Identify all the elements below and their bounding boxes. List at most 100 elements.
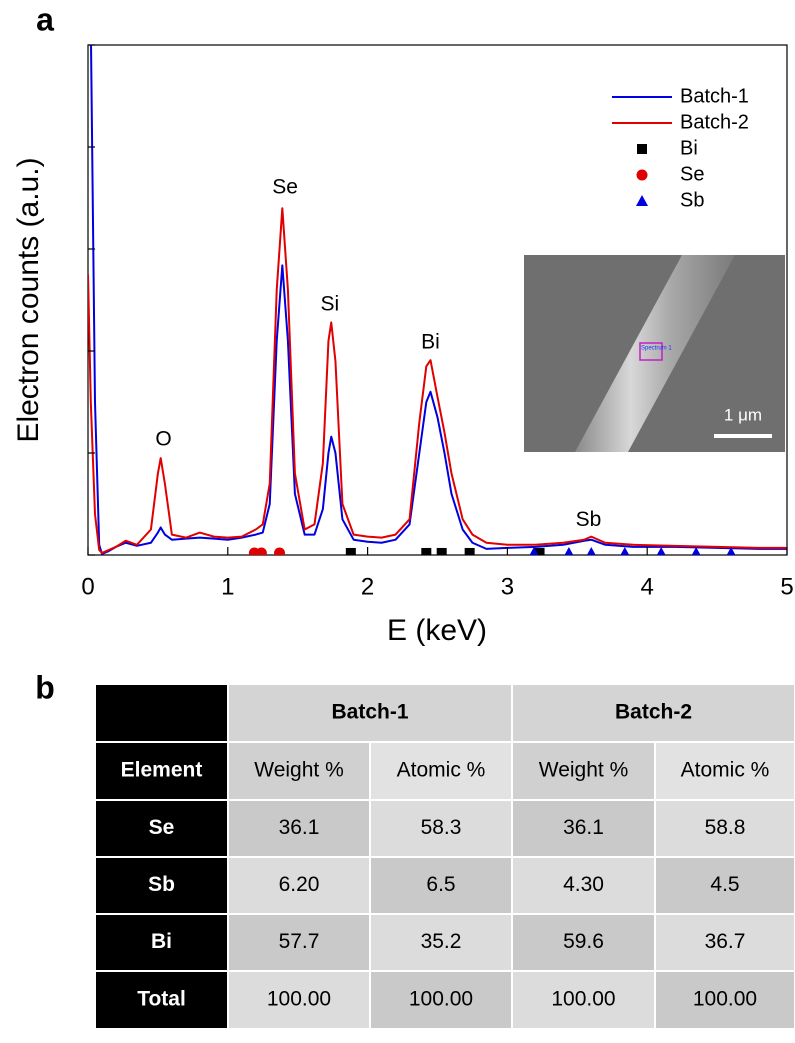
- inset-spectrum-label: Spectrum 1: [641, 346, 672, 352]
- peak-label: Si: [321, 293, 340, 316]
- line-series: [88, 207, 787, 554]
- table-cell: [371, 743, 511, 799]
- table-text: Se: [149, 816, 175, 839]
- table-cell: [513, 685, 794, 741]
- legend-marker: [636, 195, 648, 206]
- table-text: Atomic %: [681, 759, 770, 782]
- marker-triangle: [564, 546, 574, 555]
- table-text: 4.5: [710, 873, 739, 896]
- marker-square: [436, 547, 447, 555]
- table-text: 6.5: [426, 873, 455, 896]
- x-tick-label: 2: [361, 573, 374, 600]
- table-cell: [513, 915, 654, 970]
- marker-triangle: [620, 546, 630, 555]
- legend-label: Se: [680, 163, 704, 185]
- table-text: 100.00: [551, 988, 615, 1011]
- peak-label: Se: [272, 175, 298, 198]
- table-text: Element: [121, 759, 203, 782]
- table-cell: [656, 743, 794, 799]
- table-cell: [96, 858, 227, 913]
- inset-image: Spectrum 1 1 μm: [524, 255, 785, 452]
- legend-marker: [636, 169, 648, 181]
- table-cell: [371, 915, 511, 970]
- table-cell: [371, 858, 511, 913]
- table-cell: [96, 685, 227, 741]
- marker-square: [345, 547, 356, 555]
- table-text: 4.30: [563, 873, 604, 896]
- table-cell: [229, 685, 511, 741]
- table-text: Atomic %: [397, 759, 486, 782]
- table-cell: [229, 858, 369, 913]
- table-text: 59.6: [563, 930, 604, 953]
- marker-circle: [274, 547, 286, 555]
- panel-label: b: [35, 669, 55, 705]
- table-cell: [96, 915, 227, 970]
- panel-label: a: [36, 1, 54, 37]
- table-text: 100.00: [267, 988, 331, 1011]
- marker-triangle: [656, 546, 666, 555]
- marker-square: [421, 547, 432, 555]
- legend-label: Bi: [680, 137, 698, 159]
- table-cell: [96, 972, 227, 1028]
- table-cell: [513, 801, 654, 856]
- table-cell: [513, 858, 654, 913]
- table-text: 57.7: [279, 930, 320, 953]
- x-tick-label: 0: [81, 573, 94, 600]
- peak-label: Sb: [576, 508, 602, 531]
- x-tick-label: 5: [780, 573, 793, 600]
- inset-spectrum-box: [639, 342, 663, 361]
- table-text: 58.8: [705, 816, 746, 839]
- marker-triangle: [586, 546, 596, 555]
- table-text: 36.1: [279, 816, 320, 839]
- table-cell: [371, 801, 511, 856]
- table-cell: [513, 743, 654, 799]
- x-tick-label: 1: [221, 573, 234, 600]
- table-text: 58.3: [421, 816, 462, 839]
- legend-label: Sb: [680, 189, 704, 211]
- inset-rod: [575, 255, 735, 452]
- marker-triangle: [529, 546, 539, 555]
- x-tick-label: 3: [501, 573, 514, 600]
- table-text: Batch-2: [615, 701, 692, 724]
- table-cell: [229, 743, 369, 799]
- marker-circle: [255, 547, 267, 555]
- table-text: 100.00: [409, 988, 473, 1011]
- marker-triangle: [726, 546, 736, 555]
- table-cell: [513, 972, 654, 1028]
- table-text: 35.2: [421, 930, 462, 953]
- table-text: Weight %: [254, 759, 344, 782]
- marker-triangle: [691, 546, 701, 555]
- inset-scale-label: 1 μm: [724, 405, 762, 424]
- legend-label: Batch-1: [680, 85, 749, 107]
- table-cell: [656, 972, 794, 1028]
- table-cell: [96, 801, 227, 856]
- table-cell: [229, 801, 369, 856]
- table-text: 100.00: [693, 988, 757, 1011]
- table-cell: [656, 858, 794, 913]
- table-cell: [229, 972, 369, 1028]
- marker-square: [464, 547, 475, 555]
- table-cell: [229, 915, 369, 970]
- table-text: Batch-1: [331, 701, 408, 724]
- table-cell: [96, 743, 227, 799]
- table-cell: [371, 972, 511, 1028]
- table-cell: [656, 915, 794, 970]
- marker-square: [534, 547, 545, 555]
- table-text: 6.20: [279, 873, 320, 896]
- peak-label: O: [155, 427, 171, 450]
- y-axis-label: Electron counts (a.u.): [12, 157, 45, 442]
- peak-label: Bi: [421, 330, 440, 353]
- legend-label: Batch-2: [680, 111, 749, 133]
- table-text: 36.7: [705, 930, 746, 953]
- table-text: Weight %: [539, 759, 629, 782]
- legend-marker: [637, 144, 647, 154]
- table-text: Bi: [151, 930, 172, 953]
- line-series: [90, 45, 787, 555]
- x-tick-label: 4: [641, 573, 654, 600]
- table-text: Total: [137, 988, 186, 1011]
- plot-area: [88, 45, 787, 555]
- x-axis-label: E (keV): [387, 614, 487, 647]
- table-text: Sb: [148, 873, 175, 896]
- table-text: 36.1: [563, 816, 604, 839]
